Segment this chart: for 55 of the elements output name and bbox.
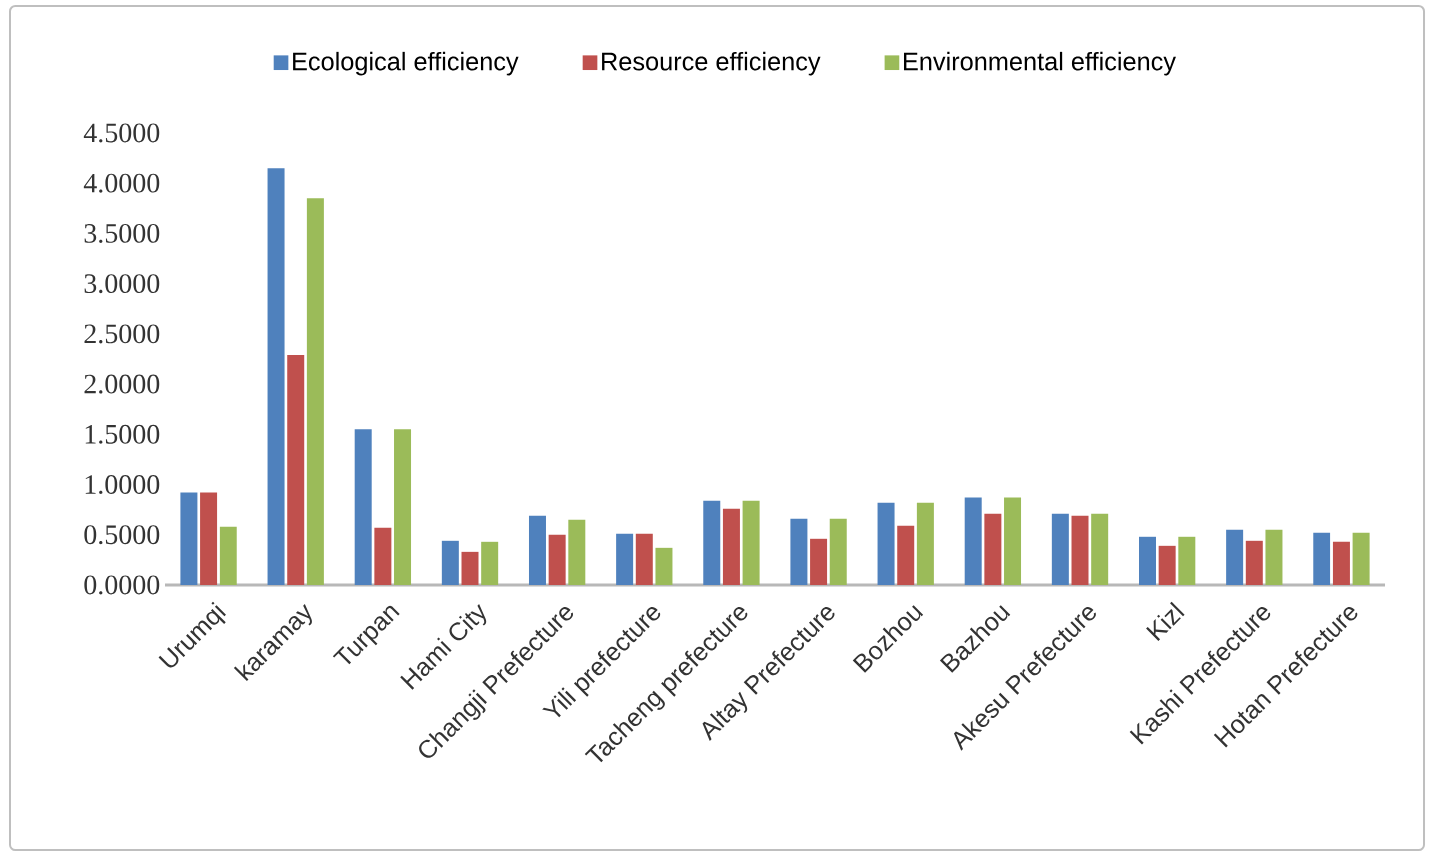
bar bbox=[528, 515, 546, 585]
bar bbox=[1265, 529, 1283, 585]
y-tick-label: 2.5000 bbox=[84, 324, 160, 344]
bar bbox=[1245, 540, 1263, 585]
bar bbox=[200, 492, 218, 585]
bar bbox=[703, 500, 721, 585]
bar bbox=[616, 533, 634, 585]
bar bbox=[1091, 513, 1109, 585]
bar bbox=[877, 502, 895, 585]
legend-label: Resource efficiency bbox=[602, 51, 821, 76]
bar bbox=[461, 551, 479, 585]
bar bbox=[548, 534, 566, 585]
y-tick-label: 0.5000 bbox=[84, 525, 160, 545]
bar bbox=[180, 492, 198, 585]
bar bbox=[219, 526, 237, 585]
bar bbox=[1071, 515, 1089, 585]
bar bbox=[1226, 529, 1244, 585]
bar bbox=[1332, 541, 1350, 585]
bar bbox=[984, 513, 1002, 585]
bar bbox=[441, 540, 459, 585]
bar bbox=[897, 525, 915, 585]
y-tick-label: 1.0000 bbox=[85, 475, 160, 495]
bar bbox=[354, 429, 372, 585]
bar bbox=[829, 518, 847, 585]
bar bbox=[1313, 532, 1331, 585]
bar bbox=[1178, 536, 1196, 585]
bar bbox=[655, 547, 673, 585]
bar bbox=[1158, 545, 1176, 585]
bar bbox=[287, 354, 305, 585]
bar bbox=[1352, 532, 1370, 585]
bar bbox=[568, 519, 586, 585]
bar bbox=[635, 533, 653, 585]
bar bbox=[810, 538, 828, 585]
bar bbox=[790, 518, 808, 585]
y-tick-label: 0.0000 bbox=[84, 575, 160, 595]
y-tick-label: 2.0000 bbox=[84, 374, 160, 394]
bar bbox=[267, 168, 285, 585]
bar bbox=[481, 541, 499, 585]
bar bbox=[722, 508, 740, 585]
y-tick-label: 1.5000 bbox=[85, 424, 160, 444]
bar bbox=[1051, 513, 1069, 585]
bar bbox=[916, 502, 934, 585]
bar bbox=[964, 497, 982, 585]
y-tick-label: 4.5000 bbox=[83, 123, 160, 143]
bar bbox=[374, 527, 392, 585]
y-tick-label: 3.0000 bbox=[84, 274, 160, 294]
y-tick-label: 4.0000 bbox=[83, 173, 160, 193]
legend-label: Environmental efficiency bbox=[904, 51, 1176, 76]
bar bbox=[1138, 536, 1156, 585]
bar bbox=[306, 198, 324, 585]
bar bbox=[742, 500, 760, 585]
y-tick-label: 3.5000 bbox=[84, 223, 160, 243]
bar bbox=[1004, 497, 1022, 585]
legend-label: Ecological efficiency bbox=[293, 51, 519, 76]
bar bbox=[394, 429, 412, 585]
